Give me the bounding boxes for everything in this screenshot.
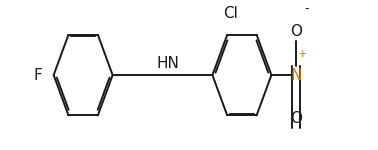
Text: HN: HN	[157, 56, 180, 71]
Text: O: O	[290, 111, 302, 126]
Text: O: O	[290, 24, 302, 39]
Text: N: N	[290, 68, 302, 82]
Text: Cl: Cl	[223, 6, 239, 21]
Text: F: F	[34, 68, 42, 82]
Text: -: -	[304, 2, 309, 15]
Text: +: +	[298, 49, 307, 59]
